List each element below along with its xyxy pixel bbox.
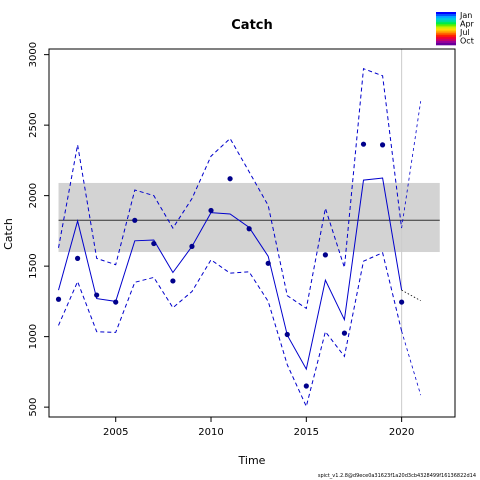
forecast-median-line — [401, 289, 421, 302]
x-tick-label: 2005 — [103, 427, 128, 438]
legend-label: Jan — [459, 11, 472, 20]
x-axis-title: Time — [238, 454, 266, 467]
shaded-band — [58, 182, 440, 253]
observed-point — [208, 207, 214, 214]
observed-point — [379, 142, 386, 148]
legend-swatch — [436, 16, 456, 19]
observed-point — [151, 240, 157, 247]
x-tick-label: 2010 — [198, 427, 223, 438]
legend-swatch — [436, 12, 456, 15]
observed-point — [360, 141, 367, 147]
plot-frame — [48, 48, 456, 418]
legend-label: Oct — [460, 37, 474, 46]
x-axis: 2005 2010 2015 2020 — [103, 417, 414, 438]
upper-line — [58, 68, 403, 310]
x-tick-label: 2015 — [294, 427, 319, 438]
legend-swatch — [436, 30, 456, 33]
legend-swatch — [436, 42, 456, 46]
observed-point — [189, 243, 195, 249]
observed-point — [132, 217, 138, 223]
legend-swatch — [436, 28, 456, 31]
observed-point — [399, 299, 405, 305]
legend-swatch — [436, 20, 456, 23]
legend-swatch — [436, 24, 456, 27]
points-layer — [55, 141, 405, 389]
legend-swatch — [436, 36, 456, 40]
observed-point — [227, 176, 233, 182]
y-axis: 500 1000 1500 2000 2500 3000 — [28, 42, 49, 417]
observed-point — [303, 383, 309, 389]
y-tick-label: 1500 — [28, 253, 39, 278]
legend-swatch — [436, 40, 456, 44]
observed-point — [94, 292, 100, 298]
y-tick-label: 2500 — [28, 112, 39, 137]
observed-point — [322, 252, 328, 258]
y-tick-label: 1000 — [28, 324, 39, 349]
legend-swatch — [436, 34, 456, 38]
y-tick-label: 500 — [28, 398, 39, 417]
band-layer — [58, 182, 440, 253]
legend-swatch — [436, 38, 456, 42]
lower-line — [58, 251, 403, 408]
legend-swatch — [436, 18, 456, 21]
x-tick-label: 2020 — [389, 427, 414, 438]
y-tick-label: 3000 — [28, 42, 39, 67]
y-tick-label: 2000 — [28, 183, 39, 208]
observed-point — [265, 260, 271, 266]
observed-point — [113, 299, 119, 305]
observed-point — [170, 278, 176, 284]
observed-point — [74, 255, 81, 261]
forecast-lower-line — [401, 330, 422, 396]
legend-label: Apr — [460, 20, 475, 29]
observed-point — [341, 330, 348, 336]
chart-title: Catch — [231, 18, 273, 33]
legend-swatch — [436, 22, 456, 25]
legend-swatch — [436, 14, 456, 17]
legend-swatch — [436, 32, 456, 35]
y-axis-title: Catch — [2, 218, 15, 250]
legend-label: Jul — [459, 28, 470, 37]
footer-version-text: spict_v1.2.8@d9ece0a31623f1a20d3cb432849… — [318, 473, 476, 479]
observed-point — [284, 331, 290, 338]
legend-swatch — [436, 26, 456, 29]
observed-point — [55, 296, 62, 302]
observed-point — [246, 226, 252, 232]
